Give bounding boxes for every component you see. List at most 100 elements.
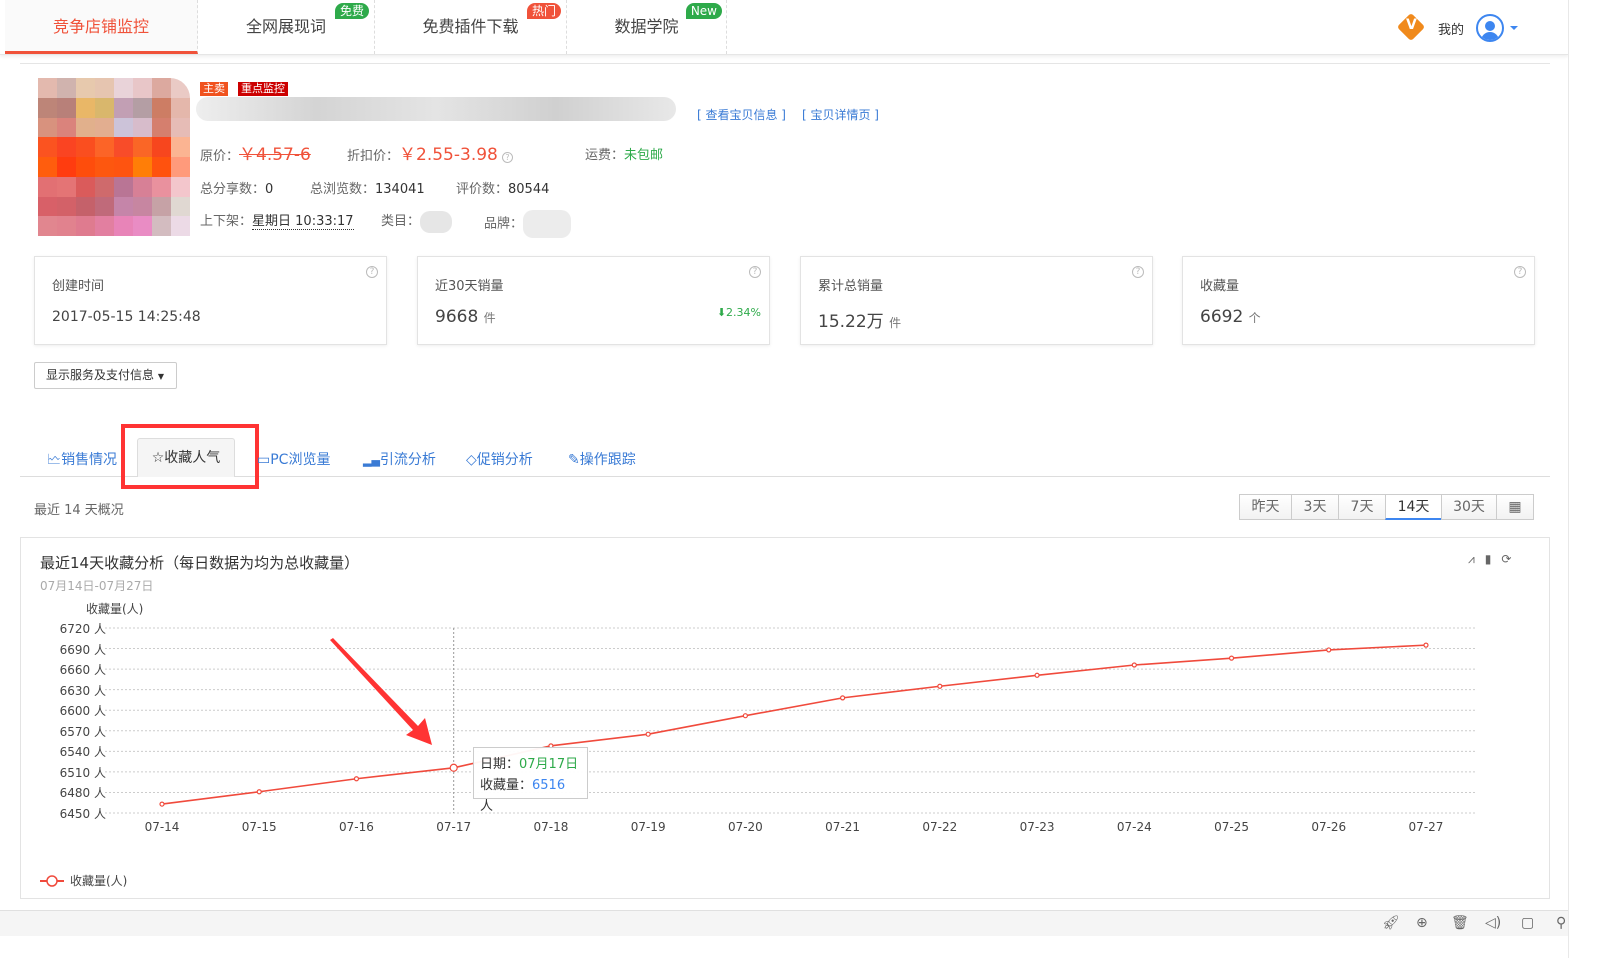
x-tick-label: 07-26 — [1311, 820, 1347, 834]
card-title: 累计总销量 — [818, 279, 884, 294]
data-point — [256, 789, 262, 795]
speaker-icon[interactable]: ◁) — [1485, 915, 1502, 931]
data-point — [1423, 642, 1429, 648]
shipping-row: 运费：未包邮 — [585, 144, 663, 163]
range-14days[interactable]: 14天 — [1385, 494, 1442, 520]
label: 总浏览数： — [310, 182, 376, 197]
image-pixel — [152, 216, 171, 236]
chart-panel — [20, 537, 1550, 899]
monitor-icon: ▭ — [257, 452, 271, 468]
image-pixel — [152, 78, 171, 98]
image-pixel — [114, 137, 133, 157]
image-pixel — [76, 196, 95, 217]
brand: 品牌： — [484, 210, 572, 238]
series-line — [161, 644, 1427, 805]
y-tick-label: 6540 人 — [59, 745, 106, 760]
data-point — [1131, 662, 1137, 668]
discount-price: ￥2.55-3.98 — [399, 145, 498, 165]
card-value: 9668 件 — [435, 307, 496, 327]
status-bar: 🚀︎ ⊕ 🗑︎ ◁) ▢ ⚲ — [0, 910, 1568, 936]
tab-pc-views[interactable]: ▭PC浏览量 — [257, 449, 330, 469]
tab-label: 操作跟踪 — [579, 452, 636, 468]
unit: 件 — [889, 316, 902, 330]
image-pixel — [38, 196, 57, 217]
nav-tab-academy[interactable]: 数据学院 New — [567, 0, 727, 54]
label: 品牌： — [484, 216, 524, 232]
tab-operation-tracking[interactable]: ✎操作跟踪 — [568, 449, 636, 469]
nav-tab-plugins[interactable]: 免费插件下载 热门 — [375, 0, 567, 54]
line-chart-icon[interactable]: ⩘ — [1468, 552, 1475, 566]
range-7days[interactable]: 7天 — [1338, 494, 1386, 520]
y-tick-label: 6600 人 — [59, 704, 106, 719]
chart-legend[interactable]: 收藏量(人) — [40, 872, 127, 889]
range-yesterday[interactable]: 昨天 — [1239, 494, 1292, 520]
stat-card-created: 创建时间 2017-05-15 14:25:48? — [34, 256, 387, 345]
nav-tab-label: 数据学院 — [614, 17, 679, 36]
highlight-box — [121, 424, 259, 489]
image-pixel — [114, 157, 133, 177]
value: 80544 — [508, 182, 550, 197]
tab-favorites[interactable]: ☆收藏人气 — [137, 438, 235, 477]
image-pixel — [76, 137, 95, 157]
value: 15.22万 — [818, 312, 884, 332]
add-circle-icon[interactable]: ⊕ — [1416, 915, 1428, 931]
trash-icon[interactable]: 🗑︎ — [1451, 915, 1469, 931]
value: 9668 — [435, 307, 479, 327]
card-title: 创建时间 — [52, 279, 105, 294]
blurred-value — [523, 210, 572, 238]
tabs-divider — [20, 476, 1550, 477]
image-pixel — [57, 196, 76, 217]
tab-traffic[interactable]: ▂▄引流分析 — [363, 449, 436, 469]
new-badge: New — [685, 3, 722, 19]
user-avatar-icon[interactable] — [1476, 14, 1504, 42]
service-info-dropdown[interactable]: 显示服务及支付信息 ▼ — [34, 362, 177, 389]
image-pixel — [57, 216, 76, 236]
help-icon[interactable]: ? — [1514, 266, 1526, 278]
free-badge: 免费 — [334, 3, 369, 19]
image-pixel — [152, 97, 171, 118]
scrollbar[interactable] — [1568, 0, 1608, 958]
help-icon[interactable]: ? — [502, 152, 513, 163]
focus-tag: 重点监控 — [238, 82, 288, 96]
image-pixel — [76, 216, 95, 236]
help-icon[interactable]: ? — [749, 266, 761, 278]
listing: 上下架：星期日 10:33:17 — [200, 210, 354, 230]
image-pixel — [152, 157, 171, 177]
chevron-down-icon[interactable] — [1510, 26, 1518, 34]
nav-tab-keywords[interactable]: 全网展现词 免费 — [198, 0, 375, 54]
tab-promotion[interactable]: ◇促销分析 — [466, 449, 533, 469]
rocket-icon[interactable]: 🚀︎ — [1382, 915, 1400, 931]
value: 6692 — [1200, 307, 1244, 327]
edit-icon: ✎ — [568, 452, 580, 468]
image-pixel — [38, 117, 57, 138]
window-icon[interactable]: ▢ — [1521, 915, 1535, 931]
label: 运费： — [585, 148, 625, 163]
original-price: ￥4.57-6 — [239, 145, 311, 165]
image-pixel — [76, 157, 95, 177]
chart-subtitle: 07月14日-07月27日 — [40, 579, 154, 593]
x-tick-label: 07-17 — [436, 820, 472, 834]
image-pixel — [133, 117, 152, 138]
unit: 人 — [480, 799, 494, 814]
refresh-icon[interactable]: ⟳ — [1501, 552, 1512, 566]
item-detail-link[interactable]: [ 宝贝详情页 ] — [802, 108, 879, 122]
image-pixel — [133, 78, 152, 98]
nav-tab-competitor-monitor[interactable]: 竞争店铺监控 — [5, 0, 198, 54]
range-30days[interactable]: 30天 — [1441, 494, 1497, 520]
product-title-blurred — [196, 97, 676, 121]
change-indicator: ⬇2.34% — [716, 306, 761, 319]
range-3days[interactable]: 3天 — [1291, 494, 1339, 520]
blurred-value — [420, 210, 453, 233]
tab-sales[interactable]: 🗠销售情况 — [47, 449, 117, 473]
help-icon[interactable]: ? — [1132, 266, 1144, 278]
help-icon[interactable]: ? — [366, 266, 378, 278]
caret-down-icon: ▼ — [157, 372, 164, 381]
card-value: 2017-05-15 14:25:48 — [52, 309, 201, 325]
label: 原价： — [200, 149, 240, 164]
my-link[interactable]: 我的 — [1438, 23, 1465, 38]
bar-chart-icon[interactable]: ▮ — [1484, 552, 1492, 566]
calendar-icon[interactable]: ▦ — [1496, 494, 1534, 520]
search-icon[interactable]: ⚲ — [1556, 915, 1567, 931]
view-item-info-link[interactable]: [ 查看宝贝信息 ] — [697, 108, 786, 122]
image-pixel — [57, 157, 76, 177]
